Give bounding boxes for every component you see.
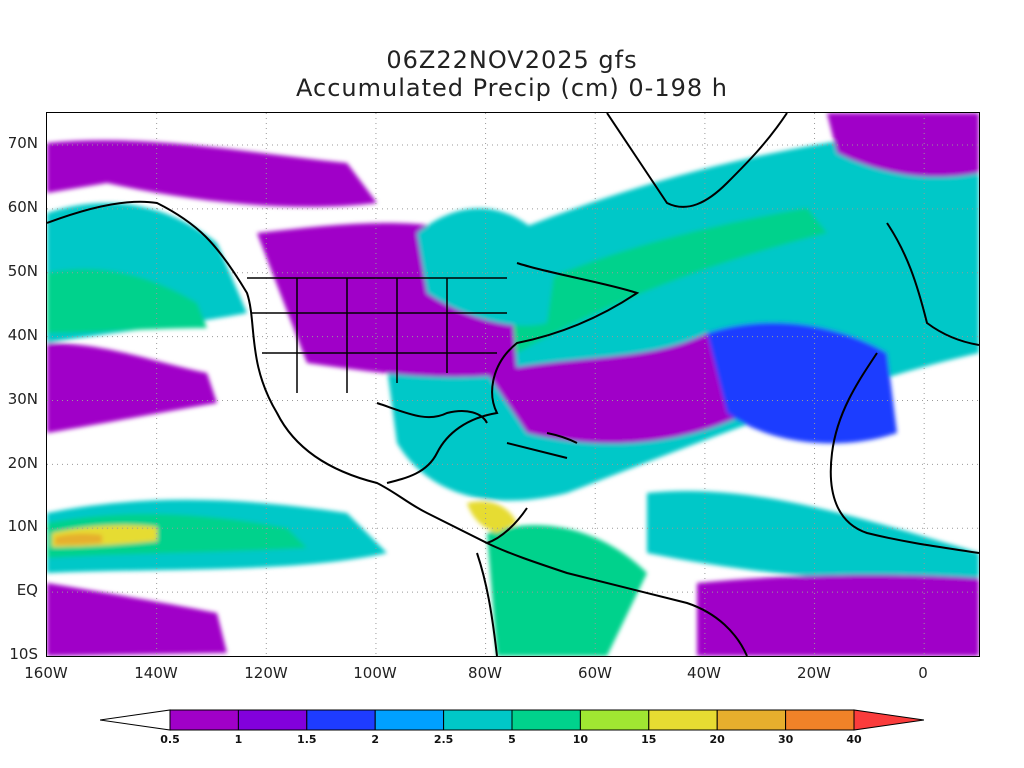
precip-band-central-america: [467, 501, 517, 533]
colorbar-box: [169, 709, 239, 731]
precip-band-north-america-cyan: [417, 208, 557, 326]
lon-label-80w: 80W: [468, 664, 502, 682]
lat-label-60n: 60N: [7, 198, 38, 216]
lat-label-eq: EQ: [16, 581, 38, 599]
colorbar-label: 20: [709, 733, 725, 746]
lon-label-0: 0: [918, 664, 928, 682]
colorbar-label: 2.5: [433, 733, 454, 746]
lon-label-100w: 100W: [353, 664, 397, 682]
lat-label-30n: 30N: [7, 390, 38, 408]
coast-africa: [829, 352, 979, 554]
map-title-line1: 06Z22NOV2025 gfs: [386, 46, 638, 74]
colorbar-box: [579, 709, 650, 731]
colorbar-label: 2: [371, 733, 380, 746]
colorbar-box: [785, 709, 855, 731]
precip-band-itcz-green: [47, 513, 307, 558]
lat-label-20n: 20N: [7, 454, 38, 472]
colorbar-label: 40: [846, 733, 862, 746]
colorbar-box: [716, 709, 787, 731]
lon-label-140w: 140W: [134, 664, 178, 682]
colorbar-box: [443, 709, 513, 731]
precip-band-atlantic-green: [477, 208, 827, 353]
colorbar: [100, 709, 924, 731]
coast-east-us: [386, 262, 640, 484]
precip-band-east-atlantic: [647, 491, 979, 583]
coastlines: [47, 113, 979, 656]
colorbar-label: 15: [641, 733, 657, 746]
lon-label-40w: 40W: [687, 664, 721, 682]
colorbar-box: [374, 709, 445, 731]
precip-band-south-atlantic: [697, 574, 979, 656]
precip-band-south-pacific: [47, 583, 227, 656]
colorbar-label: 1: [234, 733, 243, 746]
colorbar-label: 30: [777, 733, 794, 746]
colorbar-label: 10: [572, 733, 589, 746]
colorbar-box: [237, 709, 308, 731]
precip-band-north-purple: [47, 140, 377, 207]
colorbar-box: [511, 709, 581, 731]
lat-label-70n: 70N: [7, 134, 38, 152]
precip-band-north-pacific-green: [47, 269, 207, 333]
coast-gulf: [376, 402, 488, 424]
coast-south-america-west: [476, 552, 498, 656]
precip-band-south-america: [487, 525, 647, 656]
precip-map: [46, 112, 980, 657]
coast-greenland: [606, 113, 788, 208]
coast-south-america: [486, 542, 748, 656]
graticule: [47, 113, 979, 656]
colorbar-box: [306, 709, 376, 731]
precip-band-pacific-purple: [47, 343, 217, 433]
lat-label-10s: 10S: [9, 645, 38, 663]
colorbar-box: [648, 709, 718, 731]
lat-label-50n: 50N: [7, 262, 38, 280]
colorbar-label: 1.5: [297, 733, 317, 746]
colorbar-label: 0.5: [160, 733, 180, 746]
coast-europe: [886, 222, 979, 346]
lon-label-60w: 60W: [578, 664, 612, 682]
precip-band-atlantic-purple: [487, 333, 747, 444]
colorbar-low-triangle: [100, 709, 171, 731]
coast-caribbean: [506, 432, 578, 459]
lat-label-40n: 40N: [7, 326, 38, 344]
state-borders: [247, 277, 507, 393]
lon-label-160w: 160W: [24, 664, 68, 682]
lon-label-20w: 20W: [797, 664, 831, 682]
map-title-line2: Accumulated Precip (cm) 0-198 h: [296, 74, 728, 102]
lat-label-10n: 10N: [7, 517, 38, 535]
precip-band-atlantic-blue: [707, 322, 897, 444]
colorbar-high-triangle: [853, 709, 924, 731]
precip-band-itcz-orange: [55, 533, 102, 545]
colorbar-label: 5: [508, 733, 516, 746]
lon-label-120w: 120W: [244, 664, 288, 682]
precip-map-canvas: [47, 113, 979, 656]
coast-north-america: [47, 200, 528, 545]
